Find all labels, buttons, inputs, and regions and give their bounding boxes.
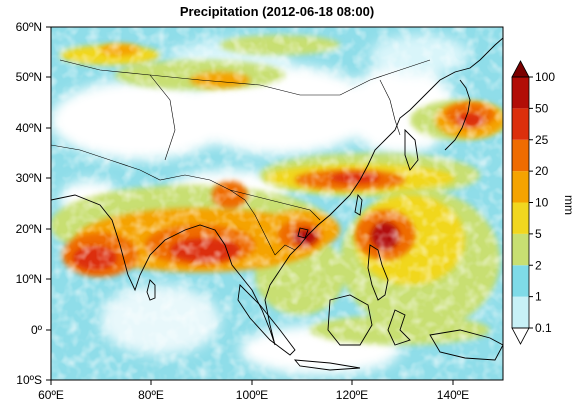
sulawesi-coast	[387, 309, 411, 346]
borneo-coast	[327, 294, 373, 346]
japan-coast	[444, 79, 471, 151]
map-area	[51, 27, 503, 380]
java-coast	[293, 359, 361, 371]
colorbar-segment	[512, 77, 529, 109]
map-frame	[50, 26, 504, 381]
colorbar-tick-label: 25	[535, 133, 549, 147]
y-tick-label: 30ºN	[16, 171, 42, 185]
colorbar-label: mm	[562, 195, 576, 215]
y-tick-label: 40ºN	[16, 121, 42, 135]
y-tick-label: 10ºS	[16, 373, 42, 387]
colorbar-tick-label: 50	[535, 101, 549, 115]
x-tick-label: 140ºE	[437, 388, 469, 402]
taiwan-coast	[354, 193, 363, 216]
country-borders	[51, 59, 431, 256]
colorbar-segment	[512, 296, 529, 328]
colorbar-segment	[512, 265, 529, 297]
korea-coast	[404, 128, 419, 171]
colorbar-tick-label: 5	[535, 227, 542, 241]
colorbar-segment	[512, 139, 529, 172]
x-axis: 60ºE 80ºE 100ºE 120ºE 140ºE	[38, 380, 469, 402]
colorbar-max-extension	[511, 60, 530, 78]
map-title: Precipitation (2012-06-18 08:00)	[180, 4, 374, 19]
y-tick-label: 50ºN	[16, 70, 42, 84]
coastlines	[51, 37, 503, 371]
colorbar-tick-label: 100	[535, 70, 555, 84]
sri-lanka-coast	[146, 279, 156, 301]
asia-mainland-coast	[51, 37, 503, 346]
x-tick-label: 60ºE	[38, 388, 64, 402]
hainan-coast	[297, 227, 309, 239]
y-tick-label: 10ºN	[16, 272, 42, 286]
philippines-coast	[367, 244, 389, 301]
colorbar-segment	[512, 202, 529, 234]
colorbar-segment	[512, 171, 529, 203]
colorbar-tick-label: 20	[535, 164, 549, 178]
colorbar-min-extension	[511, 327, 530, 345]
x-tick-label: 100ºE	[236, 388, 268, 402]
new-guinea-coast	[429, 329, 503, 361]
colorbar-tick-label: 10	[535, 196, 549, 210]
y-tick-label: 0º	[31, 323, 43, 337]
y-axis: 60ºN 50ºN 40ºN 30ºN 20ºN 10ºN 0º 10ºS	[16, 20, 51, 387]
sumatra-coast	[237, 284, 296, 356]
colorbar-segment	[512, 108, 529, 140]
x-tick-label: 120ºE	[336, 388, 368, 402]
colorbar-tick-label: 1	[535, 290, 542, 304]
x-tick-label: 80ºE	[138, 388, 164, 402]
colorbar-tick-label: 0.1	[535, 321, 552, 335]
y-tick-label: 60ºN	[16, 20, 42, 34]
precip-texture	[51, 27, 503, 380]
colorbar-segment	[512, 233, 529, 266]
y-tick-label: 20ºN	[16, 222, 42, 236]
colorbar-tick-label: 2	[535, 258, 542, 272]
